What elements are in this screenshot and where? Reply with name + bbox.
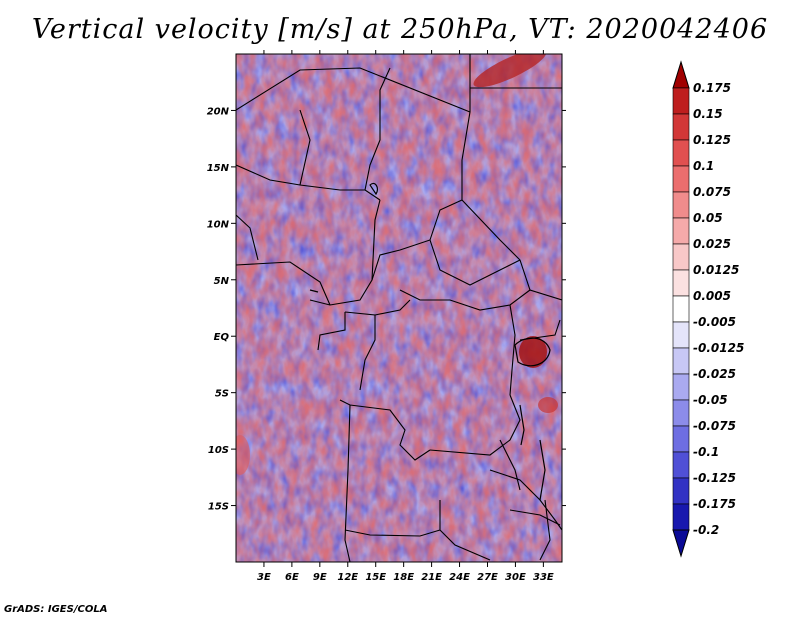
lon-tick-label: 15E xyxy=(365,572,386,583)
lon-tick-label: 6E xyxy=(285,572,299,583)
colorbar-label: -0.1 xyxy=(693,445,719,459)
colorbar-label: -0.075 xyxy=(693,419,736,433)
lat-tick-label: 5N xyxy=(214,276,230,287)
country-boundaries xyxy=(236,54,562,562)
map-frame xyxy=(235,53,563,563)
lon-tick-label: 24E xyxy=(449,572,470,583)
colorbar-segment xyxy=(672,243,690,271)
credit-label: GrADS: IGES/COLA xyxy=(4,604,108,615)
lon-tick-label: 27E xyxy=(477,572,498,583)
lat-tick-label: 10S xyxy=(208,445,229,456)
lat-tick-label: 15N xyxy=(207,163,230,174)
lakes xyxy=(309,182,551,501)
vertical-velocity-field xyxy=(236,54,562,562)
lon-tick-label: 30E xyxy=(505,572,526,583)
colorbar-segment xyxy=(672,373,690,401)
lon-tick-label: 33E xyxy=(533,572,554,583)
lon-tick-label: 18E xyxy=(393,572,414,583)
colorbar-segment xyxy=(672,87,690,115)
lat-tick-label: 20N xyxy=(207,106,230,117)
lat-tick-label: 5S xyxy=(215,389,229,400)
colorbar-segment xyxy=(672,217,690,245)
lon-tick-label: 12E xyxy=(337,572,358,583)
lat-tick-label: 10N xyxy=(207,219,230,230)
colorbar-label: -0.0125 xyxy=(693,341,744,355)
colorbar-label: 0.075 xyxy=(693,185,731,199)
colorbar-label: 0.1 xyxy=(693,159,714,173)
lon-tick-label: 3E xyxy=(257,572,271,583)
colorbar-segment xyxy=(672,191,690,219)
colorbar-segment xyxy=(672,295,690,323)
colorbar-segment xyxy=(672,347,690,375)
colorbar-segment xyxy=(672,139,690,167)
colorbar-top-arrow xyxy=(672,60,690,89)
colorbar-label: -0.2 xyxy=(693,523,719,537)
colorbar-segment xyxy=(672,425,690,453)
colorbar-bottom-arrow xyxy=(672,529,690,558)
lat-tick-label: EQ xyxy=(214,332,230,343)
colorbar-segment xyxy=(672,451,690,479)
colorbar-label: -0.005 xyxy=(693,315,736,329)
colorbar-segment xyxy=(672,399,690,427)
colorbar-label: 0.025 xyxy=(693,237,731,251)
colorbar-segment xyxy=(672,503,690,531)
colorbar-label: -0.175 xyxy=(693,497,736,511)
colorbar-label: 0.125 xyxy=(693,133,731,147)
lon-tick-label: 9E xyxy=(313,572,327,583)
colorbar-label: -0.025 xyxy=(693,367,736,381)
chart-title: Vertical velocity [m/s] at 250hPa, VT: 2… xyxy=(31,14,769,45)
colorbar-label: 0.15 xyxy=(693,107,723,121)
colorbar-label: 0.0125 xyxy=(693,263,739,277)
lon-tick-label: 21E xyxy=(421,572,442,583)
colorbar-segment xyxy=(672,477,690,505)
colorbar-label: -0.125 xyxy=(693,471,736,485)
lat-tick-label: 15S xyxy=(208,502,229,513)
colorbar-segment xyxy=(672,165,690,193)
colorbar: 0.175 0.15 0.125 0.1 0.075 0.05 0.025 0.0125 0.0… xyxy=(672,60,744,558)
colorbar-segment xyxy=(672,269,690,297)
colorbar-label: 0.005 xyxy=(693,289,731,303)
colorbar-segment xyxy=(672,113,690,141)
colorbar-label: 0.175 xyxy=(693,81,731,95)
colorbar-label: -0.05 xyxy=(693,393,728,407)
colorbar-label: 0.05 xyxy=(693,211,723,225)
colorbar-segment xyxy=(672,321,690,349)
axis-ticks: 3E 6E 9E 12E 15E 18E 21E 24E 27E 30E 33E 20N 15N 10N 5… xyxy=(207,50,566,583)
